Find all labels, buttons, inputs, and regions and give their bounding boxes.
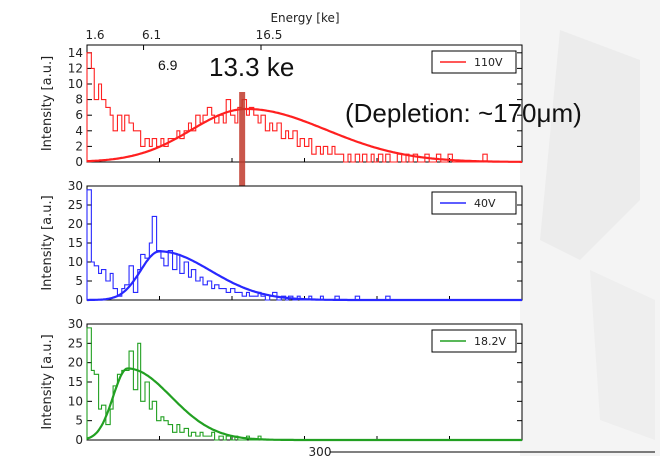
y-tick-label: 8 <box>75 93 83 107</box>
y-tick-label: 5 <box>75 414 83 428</box>
annotation-1: 6.9 <box>158 57 178 73</box>
top-tick-label: 1.6 <box>85 28 104 42</box>
y-axis-label: Intensity [a.u.] <box>40 56 55 151</box>
y-tick-label: 30 <box>68 317 83 331</box>
peak-marker <box>239 92 246 198</box>
legend-box <box>431 191 517 215</box>
y-tick-label: 14 <box>68 46 83 60</box>
panel-3: 0 5 10 15 20 25 30 Intensity [a.u.] 18.2V 300 <box>40 317 655 456</box>
fit-curve-18.2V <box>86 367 522 442</box>
top-axis-label: Energy [ke] <box>270 11 339 25</box>
legend-label: 110V <box>474 56 503 69</box>
legend: 18.2V <box>431 329 517 353</box>
y-tick-label: 15 <box>68 375 83 389</box>
fit-curve-40V <box>87 250 522 302</box>
y-tick-label: 12 <box>68 61 83 75</box>
legend-label: 40V <box>474 197 496 210</box>
y-axis-label: Intensity [a.u.] <box>40 334 55 429</box>
y-tick-label: 5 <box>75 274 83 288</box>
y-tick-label: 10 <box>68 77 83 91</box>
y-tick-label: 25 <box>68 198 83 212</box>
y-tick-label: 20 <box>68 217 83 231</box>
y-tick-label: 0 <box>75 433 83 447</box>
y-tick-label: 30 <box>68 179 83 193</box>
legend-box <box>431 329 517 353</box>
y-tick-label: 20 <box>68 356 83 370</box>
legend: 110V <box>431 50 517 74</box>
fit-curve-110V <box>86 107 522 163</box>
y-tick-label: 15 <box>68 236 83 250</box>
top-tick-label: 6.1 <box>142 28 161 42</box>
y-tick-label: 4 <box>75 124 83 138</box>
y-axis-label: Intensity [a.u.] <box>40 195 55 290</box>
top-tick-label: 16.5 <box>256 28 283 42</box>
panel-2: 0 5 10 15 20 25 30 Intensity [a.u.] 40V <box>40 179 523 307</box>
x-tick-label: 300 <box>309 445 332 456</box>
legend: 40V <box>431 191 517 215</box>
y-tick-label: 6 <box>75 108 83 122</box>
y-tick-label: 2 <box>75 139 83 153</box>
y-tick-label: 0 <box>75 293 83 307</box>
legend-label: 18.2V <box>474 335 506 348</box>
annotation-2: 13.3 ke <box>209 52 294 82</box>
y-tick-label: 10 <box>68 394 83 408</box>
y-tick-label: 10 <box>68 255 83 269</box>
histogram-110V <box>86 52 522 163</box>
legend-box <box>431 50 517 74</box>
annotation-3: (Depletion: ~170μm) <box>345 98 582 128</box>
y-tick-label: 25 <box>68 336 83 350</box>
y-tick-label: 0 <box>75 155 83 169</box>
